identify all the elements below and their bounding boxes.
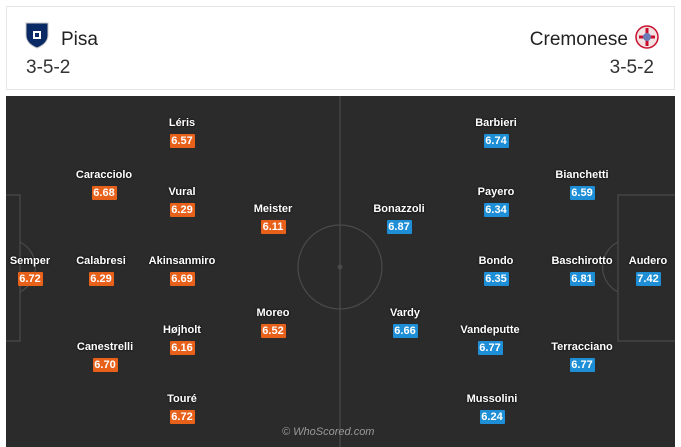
player-calabresi[interactable]: Calabresi 6.29 <box>56 255 146 287</box>
player-semper[interactable]: Semper 6.72 <box>6 255 75 287</box>
watermark: © WhoScored.com <box>282 426 375 438</box>
player-rating: 6.24 <box>479 410 505 424</box>
player-name: Léris <box>168 117 196 129</box>
player-rating: 6.11 <box>260 220 286 234</box>
player-rating: 6.29 <box>169 203 195 217</box>
player-rating: 6.66 <box>392 324 418 338</box>
away-formation: 3-5-2 <box>609 57 654 78</box>
player-rating: 6.81 <box>569 272 595 286</box>
player-rating: 7.42 <box>635 272 661 286</box>
pitch-markings <box>6 96 675 447</box>
player-vardy[interactable]: Vardy 6.66 <box>360 307 450 339</box>
pitch: Semper 6.72 Caracciolo 6.68 Calabresi 6.… <box>6 96 675 447</box>
player-bondo[interactable]: Bondo 6.35 <box>451 255 541 287</box>
player-vural[interactable]: Vural 6.29 <box>137 186 227 218</box>
player-toure[interactable]: Touré 6.72 <box>137 393 227 425</box>
player-payero[interactable]: Payero 6.34 <box>451 186 541 218</box>
player-rating: 6.70 <box>92 358 118 372</box>
player-name: Vandeputte <box>460 324 520 336</box>
home-formation: 3-5-2 <box>26 57 71 78</box>
player-rating: 6.72 <box>169 410 195 424</box>
player-name: Akinsanmiro <box>148 255 216 267</box>
player-terracciano[interactable]: Terracciano 6.77 <box>537 341 627 373</box>
player-name: Barbieri <box>475 117 517 129</box>
player-name: Vural <box>168 186 196 198</box>
player-rating: 6.59 <box>569 186 595 200</box>
player-moreo[interactable]: Moreo 6.52 <box>228 307 318 339</box>
player-name: Terracciano <box>551 341 613 353</box>
player-rating: 6.52 <box>260 324 286 338</box>
player-name: Bondo <box>478 255 514 267</box>
player-rating: 6.35 <box>483 272 509 286</box>
player-caracciolo[interactable]: Caracciolo 6.68 <box>59 169 149 201</box>
player-name: Baschirotto <box>551 255 613 267</box>
player-leris[interactable]: Léris 6.57 <box>137 117 227 149</box>
player-name: Payero <box>477 186 515 198</box>
player-akinsanmiro[interactable]: Akinsanmiro 6.69 <box>137 255 227 287</box>
player-rating: 6.29 <box>88 272 114 286</box>
player-rating: 6.34 <box>483 203 509 217</box>
match-header: Pisa 3-5-2 Cremonese 3-5-2 <box>6 6 675 90</box>
player-vandeputte[interactable]: Vandeputte 6.77 <box>445 324 535 356</box>
player-rating: 6.77 <box>477 341 503 355</box>
pisa-crest-icon <box>25 22 49 49</box>
player-bonazzoli[interactable]: Bonazzoli 6.87 <box>354 203 444 235</box>
away-team-name[interactable]: Cremonese <box>529 29 628 50</box>
player-rating: 6.77 <box>569 358 595 372</box>
player-meister[interactable]: Meister 6.11 <box>228 203 318 235</box>
player-name: Højholt <box>163 324 201 336</box>
player-rating: 6.72 <box>17 272 43 286</box>
player-rating: 6.16 <box>169 341 195 355</box>
player-baschirotto[interactable]: Baschirotto 6.81 <box>537 255 627 287</box>
player-name: Caracciolo <box>75 169 133 181</box>
player-name: Bianchetti <box>555 169 609 181</box>
player-name: Meister <box>253 203 293 215</box>
player-name: Vardy <box>390 307 420 319</box>
player-name: Calabresi <box>76 255 126 267</box>
player-name: Touré <box>167 393 197 405</box>
player-name: Canestrelli <box>76 341 134 353</box>
player-audero[interactable]: Audero 7.42 <box>603 255 675 287</box>
player-canestrelli[interactable]: Canestrelli 6.70 <box>60 341 150 373</box>
player-barbieri[interactable]: Barbieri 6.74 <box>451 117 541 149</box>
home-team-name[interactable]: Pisa <box>61 29 98 50</box>
cremonese-crest-icon <box>635 25 659 49</box>
player-rating: 6.87 <box>386 220 412 234</box>
player-rating: 6.74 <box>483 134 509 148</box>
player-hojholt[interactable]: Højholt 6.16 <box>137 324 227 356</box>
player-name: Semper <box>9 255 51 267</box>
player-name: Bonazzoli <box>373 203 425 215</box>
player-name: Moreo <box>256 307 290 319</box>
player-name: Mussolini <box>466 393 518 405</box>
player-bianchetti[interactable]: Bianchetti 6.59 <box>537 169 627 201</box>
player-rating: 6.69 <box>169 272 195 286</box>
player-rating: 6.68 <box>91 186 117 200</box>
player-rating: 6.57 <box>169 134 195 148</box>
player-name: Audero <box>628 255 668 267</box>
player-mussolini[interactable]: Mussolini 6.24 <box>447 393 537 425</box>
